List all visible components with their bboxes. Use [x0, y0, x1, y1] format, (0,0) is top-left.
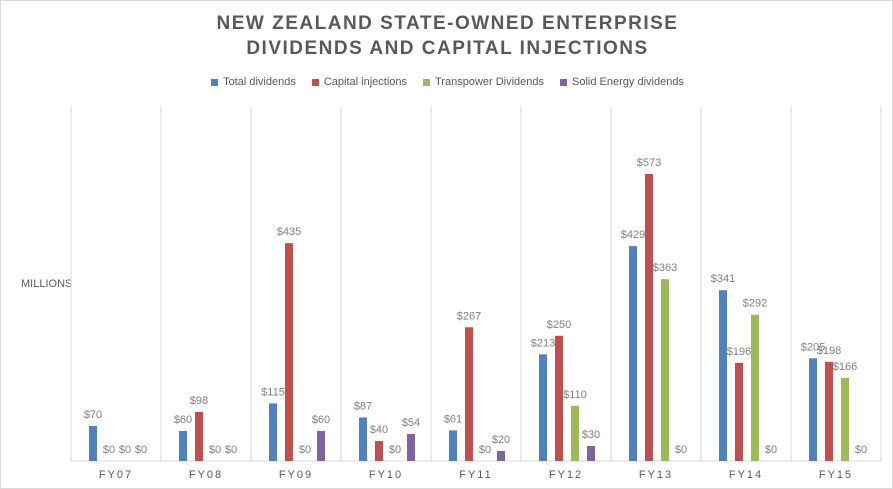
data-label: $0	[299, 444, 311, 456]
data-label: $196	[727, 346, 751, 358]
x-tick-label: FY15	[819, 469, 853, 481]
data-label: $0	[225, 444, 237, 456]
data-label: $0	[135, 444, 147, 456]
x-tick-label: FY13	[639, 469, 673, 481]
chart-subtitle: DIVIDENDS AND CAPITAL INJECTIONS	[246, 38, 649, 59]
legend-item: Capital injections	[311, 76, 407, 88]
legend-swatch	[311, 78, 319, 86]
data-label: $98	[190, 395, 208, 407]
bar	[195, 411, 203, 461]
legend-label: Solid Energy dividends	[572, 76, 684, 88]
legend-item: Solid Energy dividends	[560, 76, 684, 88]
bar	[719, 290, 727, 461]
legend-item: Total dividends	[211, 76, 296, 88]
data-label: $435	[277, 226, 301, 238]
bar	[645, 174, 653, 461]
x-tick-label: FY11	[459, 469, 492, 481]
legend-swatch	[423, 78, 430, 86]
bar	[751, 314, 759, 461]
bar	[629, 246, 637, 461]
data-label: $0	[479, 444, 491, 456]
data-label: $341	[711, 273, 735, 285]
legend-swatch	[560, 78, 568, 86]
data-label: $166	[833, 361, 857, 373]
bar	[285, 243, 293, 461]
bar	[317, 430, 325, 461]
bar	[269, 403, 277, 461]
bar	[809, 358, 817, 461]
data-label: $198	[817, 345, 841, 357]
bar	[359, 417, 367, 461]
chart-title: NEW ZEALAND STATE-OWNED ENTERPRISE	[216, 13, 679, 34]
x-tick-label: FY08	[189, 469, 223, 481]
data-label: $0	[389, 444, 401, 456]
bar	[449, 430, 457, 461]
legend-label: Total dividends	[223, 76, 296, 88]
data-label: $54	[402, 417, 420, 429]
data-label: $0	[675, 444, 687, 456]
bar	[555, 335, 563, 461]
legend-item: Transpower Dividends	[423, 76, 544, 88]
data-label: $115	[261, 386, 285, 398]
bar	[465, 327, 473, 461]
bar	[571, 405, 579, 461]
data-label: $573	[637, 157, 661, 169]
data-label: $40	[370, 424, 388, 436]
data-label: $0	[765, 444, 777, 456]
bar	[407, 433, 415, 461]
data-label: $213	[531, 337, 555, 349]
x-tick-label: FY10	[369, 469, 403, 481]
data-label: $429	[621, 229, 645, 241]
data-label: $20	[492, 434, 510, 446]
bar	[179, 430, 187, 461]
data-label: $363	[653, 262, 677, 274]
bar	[539, 354, 547, 461]
x-tick-label: FY09	[279, 469, 313, 481]
bar	[825, 361, 833, 461]
data-label: $250	[547, 319, 571, 331]
bar	[587, 445, 595, 461]
bar	[841, 377, 849, 461]
bar	[661, 279, 669, 461]
legend-swatch	[211, 78, 219, 86]
data-label: $60	[174, 414, 192, 426]
data-label: $292	[743, 298, 767, 310]
data-label: $70	[84, 409, 102, 421]
data-label: $110	[563, 389, 587, 401]
legend-label: Transpower Dividends	[435, 76, 545, 88]
bar	[375, 440, 383, 461]
data-label: $0	[855, 444, 867, 456]
data-label: $30	[582, 429, 600, 441]
legend: Total dividends Capital injections Transpo…	[1, 76, 892, 88]
legend-label: Capital injections	[323, 76, 407, 88]
x-tick-label: FY12	[549, 469, 583, 481]
data-label: $0	[103, 444, 115, 456]
bar	[735, 362, 743, 461]
data-label: $0	[119, 444, 131, 456]
data-label: $267	[457, 310, 481, 322]
data-label: $87	[354, 400, 372, 412]
x-tick-label: FY14	[729, 469, 763, 481]
x-tick-label: FY07	[99, 469, 133, 481]
data-label: $60	[312, 414, 330, 426]
bar	[89, 425, 97, 461]
data-label: $61	[444, 413, 462, 425]
data-label: $0	[209, 444, 221, 456]
data-label: $205	[801, 341, 825, 353]
bar	[497, 450, 505, 461]
y-axis-label: MILLIONS	[21, 278, 73, 290]
